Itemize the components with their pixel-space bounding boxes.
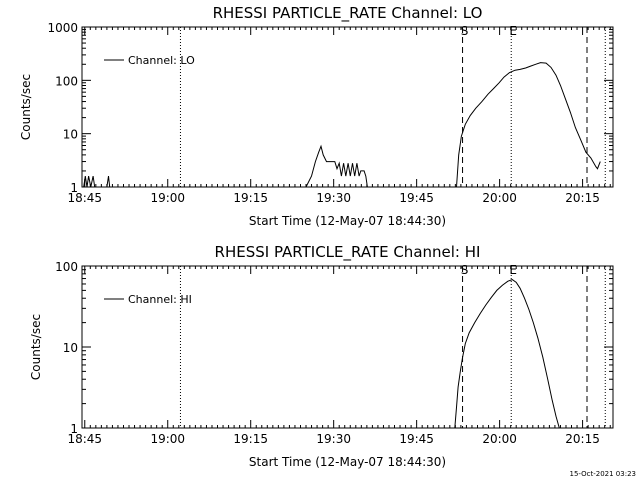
x-axis-label: Start Time (12-May-07 18:44:30) bbox=[249, 214, 446, 228]
y-tick-label: 10 bbox=[63, 128, 78, 142]
panel-channel-lo: RHESSI PARTICLE_RATE Channel: LO Start Ti… bbox=[19, 4, 614, 228]
y-tick-label: 100 bbox=[55, 74, 78, 88]
y-axis-label: Counts/sec bbox=[19, 74, 33, 140]
event-marker-label: S bbox=[461, 263, 469, 277]
legend-label: Channel: HI bbox=[128, 293, 192, 306]
x-tick-label: 20:00 bbox=[482, 432, 517, 446]
legend-label: Channel: LO bbox=[128, 54, 195, 67]
x-tick-label: 19:00 bbox=[150, 191, 185, 205]
x-tick-label: 20:15 bbox=[565, 191, 600, 205]
x-axis-label: Start Time (12-May-07 18:44:30) bbox=[249, 455, 446, 469]
x-tick-label: 20:00 bbox=[482, 191, 517, 205]
y-tick-label: 1000 bbox=[47, 21, 78, 35]
x-tick-label: 18:45 bbox=[67, 191, 102, 205]
x-tick-label: 19:15 bbox=[233, 432, 268, 446]
x-tick-label: 19:45 bbox=[399, 191, 434, 205]
x-tick-label: 19:15 bbox=[233, 191, 268, 205]
chart-title: RHESSI PARTICLE_RATE Channel: HI bbox=[215, 243, 481, 262]
x-tick-label: 19:45 bbox=[399, 432, 434, 446]
x-tick-label: 19:00 bbox=[150, 432, 185, 446]
plot-frame bbox=[81, 26, 614, 188]
chart-title: RHESSI PARTICLE_RATE Channel: LO bbox=[213, 4, 483, 23]
x-tick-label: 19:30 bbox=[316, 191, 351, 205]
event-marker-label: E bbox=[509, 24, 517, 38]
event-marker-label: E bbox=[509, 263, 517, 277]
series-line bbox=[83, 175, 111, 188]
panel-channel-hi: RHESSI PARTICLE_RATE Channel: HI Start Ti… bbox=[29, 243, 614, 469]
y-tick-label: 1 bbox=[70, 181, 78, 195]
x-tick-label: 20:15 bbox=[565, 432, 600, 446]
event-marker-label: S bbox=[461, 24, 469, 38]
y-axis-label: Counts/sec bbox=[29, 314, 43, 380]
series-line bbox=[305, 144, 370, 188]
x-tick-label: 18:45 bbox=[67, 432, 102, 446]
x-tick-label: 19:30 bbox=[316, 432, 351, 446]
y-tick-label: 100 bbox=[55, 260, 78, 274]
y-tick-label: 10 bbox=[63, 341, 78, 355]
plot-frame bbox=[81, 265, 614, 429]
series-line bbox=[456, 62, 601, 188]
timestamp-text: 15-Oct-2021 03:23 bbox=[570, 470, 636, 478]
y-tick-label: 1 bbox=[70, 422, 78, 436]
series-line bbox=[454, 279, 560, 429]
